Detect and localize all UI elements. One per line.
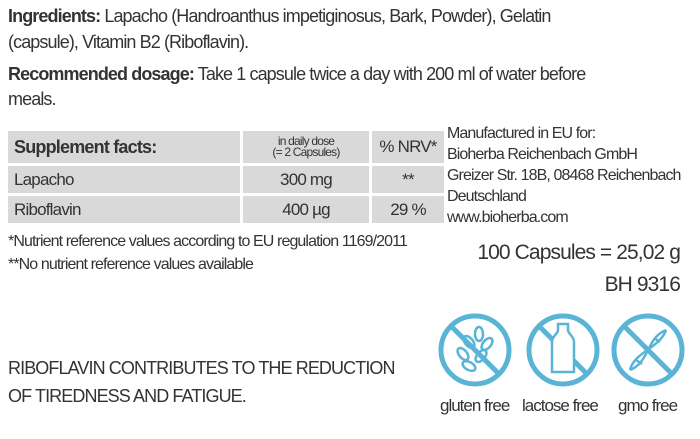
dna-icon <box>611 313 685 387</box>
header-dose: in daily dose (= 2 Capsules) <box>240 128 372 166</box>
manufacturer-line: Bioherba Reichenbach GmbH <box>447 146 638 163</box>
footnote: *Nutrient reference values according to … <box>8 233 408 250</box>
ingredients-label: Ingredients: <box>8 6 101 26</box>
product-code: BH 9316 <box>604 273 681 296</box>
row-nrv: ** <box>369 163 447 196</box>
manufacturer-line: Greizer Str. 18B, 08468 Reichenbach <box>447 167 681 184</box>
row-name: Lapacho <box>5 163 243 196</box>
table-row: Riboflavin 400 µg 29 % <box>5 193 447 226</box>
bottle-icon <box>526 313 600 387</box>
dosage-text: Take 1 capsule twice a day with 200 ml o… <box>197 64 587 84</box>
manufacturer-line: Deutschland <box>447 188 527 205</box>
manufacturer-line: Manufactured in EU for: <box>447 125 596 142</box>
footnote: **No nutrient reference values available <box>8 256 254 273</box>
dosage-label: Recommended dosage: <box>8 64 195 84</box>
header-nrv: % NRV* <box>369 128 447 166</box>
wheat-icon <box>438 313 512 387</box>
row-dose: 300 mg <box>240 163 372 196</box>
gmo-free-label: gmo free <box>618 396 678 415</box>
supplement-facts-table: Supplement facts: in daily dose (= 2 Caps… <box>5 128 447 226</box>
dosage-text-2: meals. <box>8 89 57 109</box>
manufacturer-website: www.bioherba.com <box>447 209 569 226</box>
table-row: Lapacho 300 mg ** <box>5 163 447 196</box>
ingredients-text-2: (capsule), Vitamin B2 (Riboflavin). <box>8 32 249 52</box>
row-dose: 400 µg <box>240 193 372 226</box>
quantity: 100 Capsules = 25,02 g <box>477 241 681 264</box>
ingredients-text: Lapacho (Handroanthus impetiginosus, Bar… <box>104 6 551 26</box>
row-nrv: 29 % <box>369 193 447 226</box>
dosage-line: Recommended dosage: Take 1 capsule twice… <box>8 64 587 85</box>
lactose-free-label: lactose free <box>522 396 599 415</box>
dose-line1: in daily dose <box>277 134 335 148</box>
health-claim: OF TIREDNESS AND FATIGUE. <box>8 386 247 406</box>
dose-line2: (= 2 Capsules) <box>272 145 340 159</box>
row-name: Riboflavin <box>5 193 243 226</box>
table-header: Supplement facts: in daily dose (= 2 Caps… <box>5 128 447 166</box>
ingredients-line: Ingredients: Lapacho (Handroanthus impet… <box>8 6 551 27</box>
header-name: Supplement facts: <box>5 128 243 166</box>
health-claim: RIBOFLAVIN CONTRIBUTES TO THE REDUCTION <box>8 358 396 378</box>
gluten-free-label: gluten free <box>440 396 510 415</box>
